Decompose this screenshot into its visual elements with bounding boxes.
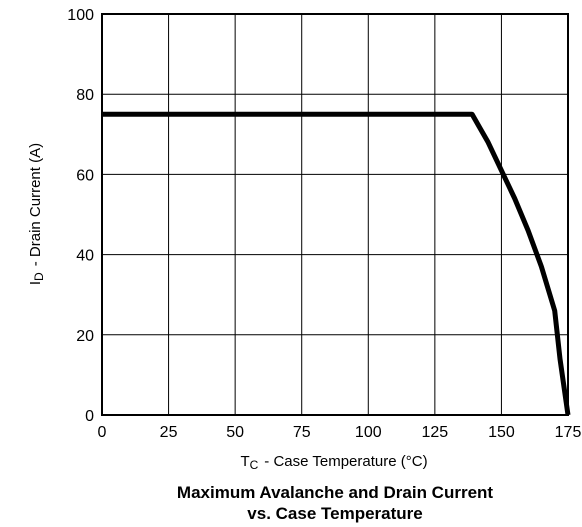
y-axis-label: ID- Drain Current (A) — [27, 143, 46, 285]
x-tick-label: 75 — [293, 424, 311, 441]
y-tick-label: 60 — [76, 167, 94, 184]
grid — [101, 13, 569, 416]
y-axis-label-sub: D — [32, 272, 46, 281]
x-axis-label-text: Case Temperature (°C) — [273, 453, 427, 470]
y-tick-label: 40 — [76, 248, 94, 265]
x-tick-label: 150 — [488, 424, 515, 441]
chart-title-line2: vs. Case Temperature — [247, 504, 423, 523]
y-axis-label-text: Drain Current (A) — [27, 143, 44, 257]
x-tick-label: 125 — [422, 424, 449, 441]
chart-title-line1: Maximum Avalanche and Drain Current — [176, 483, 494, 502]
x-tick-label: 175 — [555, 424, 582, 441]
y-tick-label: 20 — [76, 328, 94, 345]
series — [102, 111, 571, 416]
tick-labels: 0 25 50 75 100 125 150 175 0 20 40 60 80 100 — [67, 7, 581, 441]
y-tick-label: 100 — [67, 7, 94, 24]
y-tick-label: 0 — [85, 408, 94, 425]
x-axis-label: TC - Case Temperature (°C) — [240, 453, 427, 472]
x-tick-label: 0 — [98, 424, 107, 441]
x-axis-label-sub: C — [250, 458, 259, 472]
x-tick-label: 100 — [355, 424, 382, 441]
series-line — [102, 111, 571, 416]
y-tick-label: 80 — [76, 87, 94, 104]
x-tick-label: 25 — [160, 424, 178, 441]
plot-frame — [101, 13, 569, 416]
x-tick-label: 50 — [226, 424, 244, 441]
